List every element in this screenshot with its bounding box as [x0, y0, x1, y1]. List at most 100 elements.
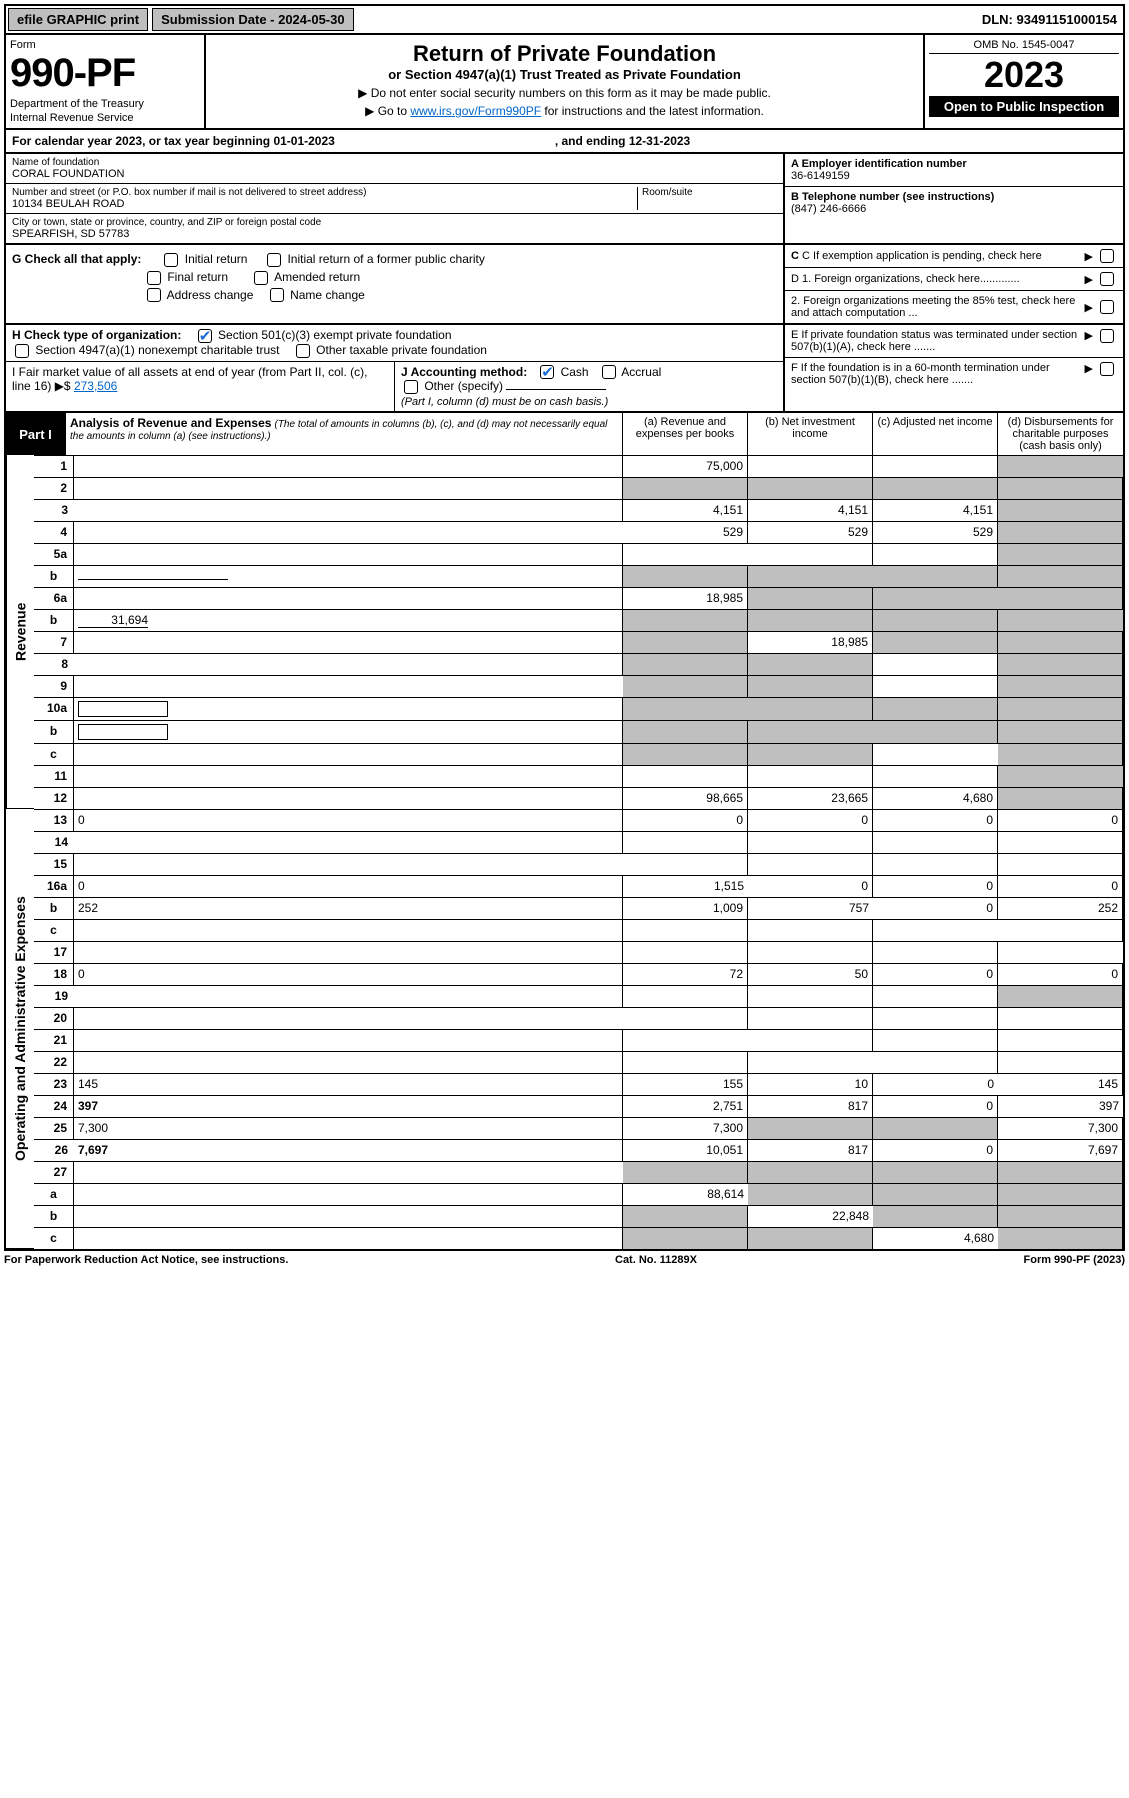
checkbox-f[interactable]	[1100, 362, 1114, 376]
amount-cell: 4,680	[873, 787, 998, 809]
line-number: 22	[34, 1051, 74, 1073]
amount-cell	[748, 1117, 873, 1139]
checkbox-4947[interactable]	[15, 344, 29, 358]
amount-cell	[873, 1117, 998, 1139]
amount-cell	[998, 631, 1123, 653]
amount-cell	[998, 609, 1123, 631]
checkbox-e[interactable]	[1100, 329, 1114, 343]
phone-block: B Telephone number (see instructions) (8…	[785, 187, 1123, 219]
amount-cell	[873, 609, 998, 631]
hij-left: H Check type of organization: Section 50…	[6, 325, 783, 411]
amount-cell: 7,697	[998, 1139, 1123, 1161]
calendar-year-row: For calendar year 2023, or tax year begi…	[4, 130, 1125, 154]
submission-date-button[interactable]: Submission Date - 2024-05-30	[152, 8, 354, 31]
line-description	[74, 455, 623, 477]
line-description	[74, 521, 623, 543]
amount-cell	[998, 985, 1123, 1007]
header-right: OMB No. 1545-0047 2023 Open to Public In…	[923, 35, 1123, 128]
fmv-link[interactable]: 273,506	[74, 379, 117, 393]
amount-cell: 50	[748, 963, 873, 985]
amount-cell	[748, 853, 873, 875]
amount-cell	[748, 477, 873, 499]
checkbox-address-change[interactable]	[147, 288, 161, 302]
amount-cell	[998, 765, 1123, 787]
amount-cell: 0	[998, 963, 1123, 985]
line-number: 16a	[34, 875, 74, 897]
part1-header: Part I Analysis of Revenue and Expenses …	[6, 413, 1123, 455]
dept-irs: Internal Revenue Service	[10, 112, 200, 124]
line-description	[74, 831, 623, 853]
amount-cell	[623, 543, 748, 565]
form-word: Form	[10, 39, 200, 51]
col-a-header: (a) Revenue and expenses per books	[623, 413, 748, 455]
h-opt1: Section 501(c)(3) exempt private foundat…	[218, 328, 451, 342]
irs-link[interactable]: www.irs.gov/Form990PF	[410, 104, 541, 118]
line-description	[74, 985, 623, 1007]
amount-cell	[998, 455, 1123, 477]
line-number: 7	[34, 631, 74, 653]
checkbox-final-return[interactable]	[147, 271, 161, 285]
checkbox-d2[interactable]	[1100, 300, 1114, 314]
amount-cell	[873, 1007, 998, 1029]
checkbox-accrual[interactable]	[602, 365, 616, 379]
tax-year: 2023	[929, 54, 1119, 96]
checkbox-d1[interactable]	[1100, 272, 1114, 286]
ein-value: 36-6149159	[791, 170, 1117, 182]
line-description	[74, 1029, 623, 1051]
line-description	[74, 499, 623, 521]
amount-cell	[998, 1205, 1123, 1227]
amount-cell	[873, 1029, 998, 1051]
line-number: 20	[34, 1007, 74, 1029]
efile-button[interactable]: efile GRAPHIC print	[8, 8, 148, 31]
instruction-1: ▶ Do not enter social security numbers o…	[212, 86, 917, 100]
amount-cell	[998, 1051, 1123, 1073]
amount-cell	[748, 985, 873, 1007]
revenue-side-label: Revenue	[6, 455, 34, 809]
amount-cell	[623, 631, 748, 653]
amount-cell	[998, 587, 1123, 609]
line-number: 25	[34, 1117, 74, 1139]
line-description	[74, 477, 623, 499]
h-row: H Check type of organization: Section 50…	[6, 325, 783, 362]
checkbox-initial-return[interactable]	[164, 253, 178, 267]
checkbox-name-change[interactable]	[270, 288, 284, 302]
amount-cell	[623, 831, 748, 853]
ein-label: A Employer identification number	[791, 158, 1117, 170]
amount-cell: 4,151	[623, 499, 748, 521]
address-row: Number and street (or P.O. box number if…	[6, 184, 783, 214]
line-number: 4	[34, 521, 74, 543]
amount-cell	[873, 941, 998, 963]
checkbox-other-method[interactable]	[404, 380, 418, 394]
amount-cell	[873, 765, 998, 787]
part1-tag: Part I	[6, 413, 66, 455]
amount-cell: 75,000	[623, 455, 748, 477]
info-grid: Name of foundation CORAL FOUNDATION Numb…	[4, 154, 1125, 245]
amount-cell	[998, 1227, 1123, 1249]
checkbox-amended[interactable]	[254, 271, 268, 285]
amount-cell	[748, 543, 873, 565]
city-block: City or town, state or province, country…	[6, 214, 783, 243]
line-number: 21	[34, 1029, 74, 1051]
checkbox-501c3[interactable]	[198, 329, 212, 343]
line-description	[74, 919, 623, 941]
amount-cell	[998, 499, 1123, 521]
amount-cell	[873, 1205, 998, 1227]
amount-cell	[998, 653, 1123, 675]
amount-cell	[623, 743, 748, 765]
amount-cell	[998, 1007, 1123, 1029]
amount-cell	[998, 521, 1123, 543]
amount-cell	[748, 1029, 873, 1051]
line-number: 24	[34, 1095, 74, 1117]
part1-desc: Analysis of Revenue and Expenses (The to…	[66, 413, 623, 455]
checkbox-c[interactable]	[1100, 249, 1114, 263]
phone-label: B Telephone number (see instructions)	[791, 191, 1117, 203]
checkbox-initial-former[interactable]	[267, 253, 281, 267]
j-other: Other (specify)	[424, 379, 503, 393]
amount-cell	[623, 853, 748, 875]
amount-cell: 0	[873, 809, 998, 831]
amount-cell: 88,614	[623, 1183, 748, 1205]
checkbox-cash[interactable]	[540, 365, 554, 379]
line-number: 1	[34, 455, 74, 477]
checkbox-other-taxable[interactable]	[296, 344, 310, 358]
line-number: c	[34, 1227, 74, 1249]
